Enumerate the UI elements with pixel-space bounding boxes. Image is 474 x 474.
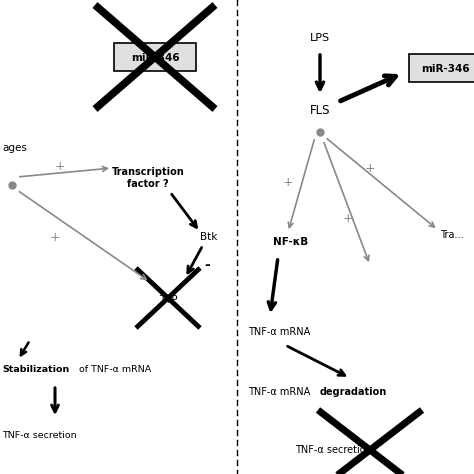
Text: -: - [204,258,210,272]
Text: TNF-α secretion: TNF-α secretion [2,430,77,439]
Text: miR-346: miR-346 [421,64,469,74]
Text: +: + [343,211,353,225]
Text: +: + [50,230,60,244]
Text: +: + [283,175,293,189]
Text: Btk: Btk [200,232,218,242]
Text: +: + [55,161,65,173]
Text: ages: ages [2,143,27,153]
Text: of TNF-α mRNA: of TNF-α mRNA [76,365,151,374]
Text: degradation: degradation [320,387,387,397]
Text: +: + [365,162,375,174]
Text: TNF-α mRNA: TNF-α mRNA [248,387,313,397]
Text: Transcription
factor ?: Transcription factor ? [111,167,184,189]
Text: TTP: TTP [159,295,177,305]
Text: TNF-α secretion: TNF-α secretion [295,445,372,455]
Text: NF-κB: NF-κB [273,237,308,247]
Text: Stabilization: Stabilization [2,365,69,374]
FancyBboxPatch shape [114,43,196,71]
Text: TNF-α mRNA: TNF-α mRNA [248,327,310,337]
Text: LPS: LPS [310,33,330,43]
FancyBboxPatch shape [409,54,474,82]
Text: Tra...: Tra... [440,230,464,240]
Text: miR-346: miR-346 [131,53,179,63]
Text: FLS: FLS [310,103,330,117]
